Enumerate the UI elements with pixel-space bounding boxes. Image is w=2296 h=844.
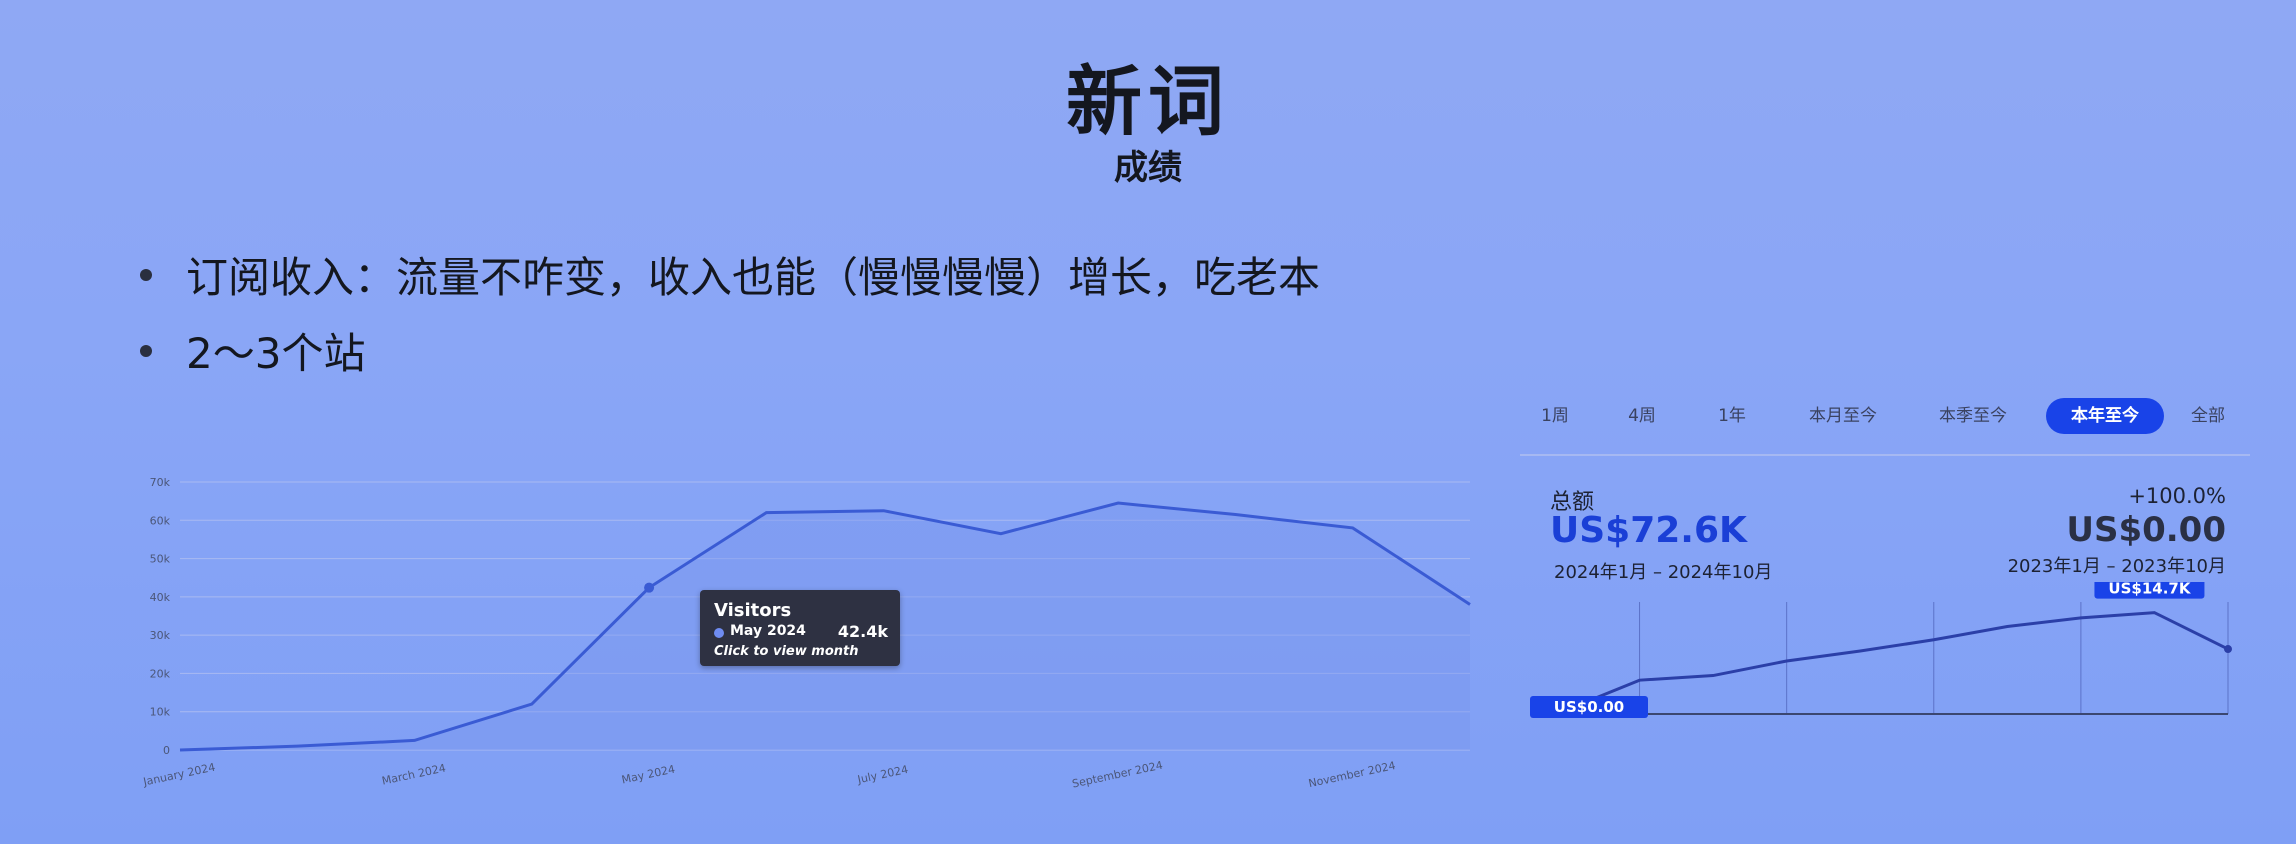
revenue-chart[interactable]: US$14.7K US$0.00 [1520, 582, 2250, 772]
current-date-range: 2024年1月 – 2024年10月 [1554, 562, 1773, 583]
x-tick-label: January 2024 [141, 761, 216, 789]
revenue-panel: 1周 4周 1年 本月至今 本季至今 本年至今 全部 总额 +100.0% US… [1520, 392, 2250, 772]
tab-1-year[interactable]: 1年 [1718, 406, 1746, 426]
x-tick-label: May 2024 [620, 763, 676, 787]
visitors-tooltip[interactable]: Visitors May 2024 42.4k Click to view mo… [700, 590, 900, 666]
tooltip-title: Visitors [714, 600, 792, 621]
revenue-chart-svg: US$14.7K US$0.00 [1530, 582, 2232, 718]
y-tick-label: 10k [150, 706, 171, 719]
bullet-text: 订阅收入：流量不咋变，收入也能（慢慢慢慢）增长，吃老本 [186, 253, 1321, 302]
range-tabs: 1周 4周 1年 本月至今 本季至今 本年至今 全部 [1520, 392, 2250, 440]
bullet-list: 订阅收入：流量不咋变，收入也能（慢慢慢慢）增长，吃老本 2～3个站 [140, 240, 1320, 392]
tab-all[interactable]: 全部 [2191, 406, 2225, 426]
bullet-dot-icon [140, 268, 152, 281]
previous-total-value: US$0.00 [2066, 510, 2226, 550]
x-tick-label: July 2024 [855, 763, 909, 787]
bullet-text: 2～3个站 [186, 329, 366, 378]
tab-4-weeks[interactable]: 4周 [1628, 406, 1656, 426]
y-tick-label: 40k [150, 591, 171, 604]
y-tick-label: 50k [150, 553, 171, 566]
tab-year-to-date[interactable]: 本年至今 [2046, 398, 2164, 434]
previous-date-range: 2023年1月 – 2023年10月 [2007, 556, 2226, 577]
slide-title: 新词 [1066, 57, 1230, 146]
current-end-point [2224, 645, 2232, 654]
change-percent: +100.0% [2128, 484, 2226, 508]
y-tick-label: 20k [150, 667, 171, 680]
tab-month-to-date[interactable]: 本月至今 [1809, 406, 1877, 426]
y-tick-label: 30k [150, 629, 171, 642]
tabs-divider [1520, 454, 2250, 456]
y-tick-label: 0 [163, 744, 170, 757]
tooltip-value: 42.4k [837, 622, 888, 641]
slide-subtitle: 成绩 [1114, 148, 1182, 188]
visitors-point [644, 582, 655, 593]
visitors-chart[interactable]: 0 10k 20k 30k 40k 50k 60k 70k January 2024 March … [120, 460, 1480, 800]
tab-quarter-to-date[interactable]: 本季至今 [1939, 406, 2007, 426]
bullet-dot-icon [140, 344, 152, 357]
peak-label: US$14.7K [2108, 582, 2191, 598]
current-total-value: US$72.6K [1550, 510, 1747, 551]
x-tick-label: September 2024 [1071, 759, 1164, 791]
visitors-line [179, 501, 1471, 752]
tab-1-week[interactable]: 1周 [1541, 406, 1569, 426]
total-label: 总额 [1550, 490, 1595, 515]
x-tick-label: November 2024 [1307, 759, 1396, 790]
tooltip-hint[interactable]: Click to view month [714, 644, 859, 659]
start-label: US$0.00 [1554, 698, 1624, 716]
tooltip-month: May 2024 [730, 623, 806, 639]
y-tick-label: 60k [150, 514, 171, 527]
peak-label-bg [2094, 582, 2205, 599]
bullet-item: 2～3个站 [140, 316, 1320, 392]
x-tick-label: March 2024 [381, 761, 447, 787]
tooltip-series-dot-icon [714, 628, 724, 638]
current-year-line [1565, 611, 2229, 712]
start-label-bg [1530, 696, 1648, 718]
y-tick-label: 70k [150, 476, 171, 489]
bullet-item: 订阅收入：流量不咋变，收入也能（慢慢慢慢）增长，吃老本 [140, 240, 1320, 316]
